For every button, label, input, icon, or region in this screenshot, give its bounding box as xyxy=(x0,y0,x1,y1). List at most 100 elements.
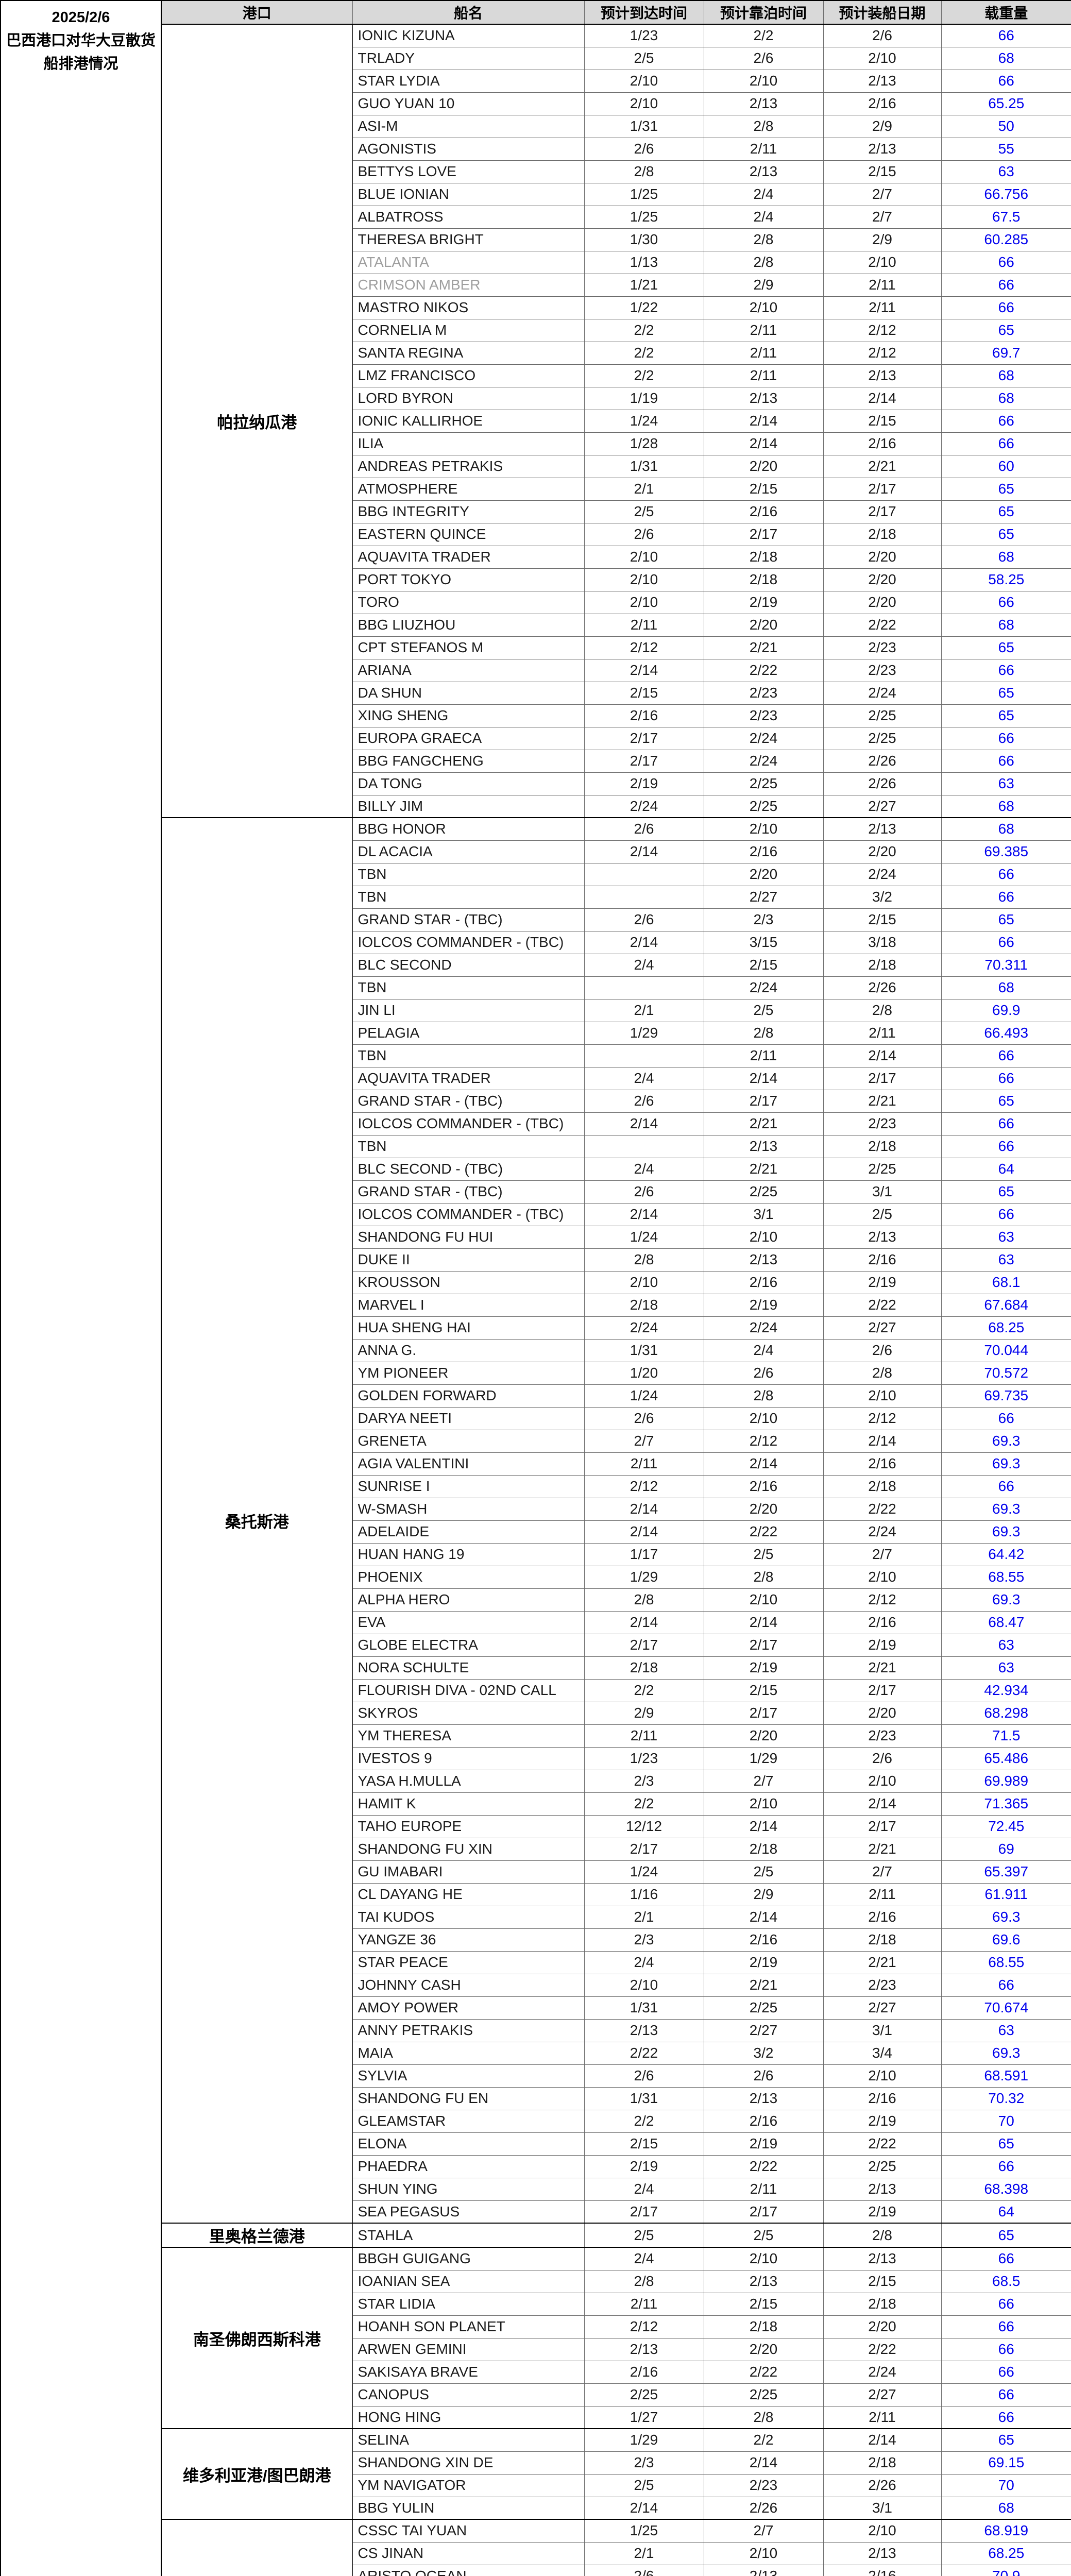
ship-name-cell: BBG LIUZHOU xyxy=(352,613,585,637)
eta-cell: 1/27 xyxy=(584,2405,704,2429)
load-date-cell: 2/25 xyxy=(823,2155,942,2178)
ship-name-cell: JIN LI xyxy=(352,998,585,1022)
load-date-cell: 2/13 xyxy=(823,2177,942,2201)
deadweight-cell: 63 xyxy=(941,1248,1071,1272)
load-date-cell: 2/10 xyxy=(823,1769,942,1793)
ship-row: DUKE II 2/8 2/13 2/16 63 xyxy=(1,1248,1071,1272)
column-header-load-date: 预计装船日期 xyxy=(823,0,942,25)
ship-name-cell: TBN xyxy=(352,1134,585,1158)
berth-time-cell: 2/11 xyxy=(703,318,824,342)
berth-time-cell: 2/13 xyxy=(703,2087,824,2110)
ship-name-cell: TAI KUDOS xyxy=(352,1905,585,1929)
ship-name-cell: ANNY PETRAKIS xyxy=(352,2019,585,2042)
load-date-cell: 2/16 xyxy=(823,1452,942,1476)
berth-time-cell: 2/23 xyxy=(703,681,824,705)
eta-cell: 1/23 xyxy=(584,24,704,47)
eta-cell: 2/1 xyxy=(584,477,704,501)
ship-row: AGIA VALENTINI 2/11 2/14 2/16 69.3 xyxy=(1,1452,1071,1476)
deadweight-cell: 65 xyxy=(941,2223,1071,2248)
load-date-cell: 2/11 xyxy=(823,296,942,319)
eta-cell: 2/10 xyxy=(584,568,704,591)
ship-name-cell: BBG HONOR xyxy=(352,817,585,841)
eta-cell: 1/24 xyxy=(584,1225,704,1249)
load-date-cell: 2/9 xyxy=(823,114,942,138)
ship-row: STAR PEACE 2/4 2/19 2/21 68.55 xyxy=(1,1951,1071,1974)
ship-name-cell: DA SHUN xyxy=(352,681,585,705)
load-date-cell: 2/5 xyxy=(823,1202,942,1226)
ship-row: KROUSSON 2/10 2/16 2/19 68.1 xyxy=(1,1270,1071,1294)
eta-cell xyxy=(584,862,704,886)
berth-time-cell: 2/14 xyxy=(703,2451,824,2475)
berth-time-cell: 2/13 xyxy=(703,1248,824,1272)
ship-name-cell: JOHNNY CASH xyxy=(352,1973,585,1997)
berth-time-cell: 2/23 xyxy=(703,704,824,727)
eta-cell: 2/8 xyxy=(584,2269,704,2293)
port-cell: 伊塔基港 xyxy=(161,2519,353,2576)
berth-time-cell: 2/22 xyxy=(703,658,824,682)
deadweight-cell: 68.5 xyxy=(941,2269,1071,2293)
ship-name-cell: HONG HING xyxy=(352,2405,585,2429)
deadweight-cell: 69.9 xyxy=(941,998,1071,1022)
ship-name-cell: IOLCOS COMMANDER - (TBC) xyxy=(352,1202,585,1226)
ship-row: HAMIT K 2/2 2/10 2/14 71.365 xyxy=(1,1792,1071,1816)
berth-time-cell: 2/14 xyxy=(703,409,824,433)
load-date-cell: 2/16 xyxy=(823,1248,942,1272)
deadweight-cell: 64.42 xyxy=(941,1543,1071,1566)
ship-row: GRENETA 2/7 2/12 2/14 69.3 xyxy=(1,1429,1071,1453)
ship-name-cell: GRENETA xyxy=(352,1429,585,1453)
berth-time-cell: 2/3 xyxy=(703,908,824,931)
ship-name-cell: AGONISTIS xyxy=(352,137,585,161)
deadweight-cell: 66 xyxy=(941,2315,1071,2338)
column-header-port: 港口 xyxy=(161,0,353,25)
ship-name-cell: SKYROS xyxy=(352,1701,585,1725)
eta-cell: 2/5 xyxy=(584,46,704,70)
eta-cell: 1/13 xyxy=(584,250,704,274)
berth-time-cell: 2/18 xyxy=(703,545,824,569)
ship-name-cell: AQUAVITA TRADER xyxy=(352,545,585,569)
deadweight-cell: 68 xyxy=(941,46,1071,70)
deadweight-cell: 70.044 xyxy=(941,1338,1071,1362)
berth-time-cell: 2/15 xyxy=(703,477,824,501)
ship-name-cell: MARVEL I xyxy=(352,1293,585,1317)
load-date-cell: 2/20 xyxy=(823,590,942,614)
deadweight-cell: 70.32 xyxy=(941,2087,1071,2110)
deadweight-cell: 69.3 xyxy=(941,1429,1071,1453)
ship-row: TBN 2/27 3/2 66 xyxy=(1,885,1071,909)
load-date-cell: 2/18 xyxy=(823,1134,942,1158)
deadweight-cell: 50 xyxy=(941,114,1071,138)
load-date-cell: 2/18 xyxy=(823,953,942,977)
load-date-cell: 2/12 xyxy=(823,1406,942,1430)
ship-row: SHANDONG FU XIN 2/17 2/18 2/21 69 xyxy=(1,1837,1071,1861)
eta-cell: 1/24 xyxy=(584,409,704,433)
eta-cell: 1/29 xyxy=(584,2428,704,2452)
load-date-cell: 2/16 xyxy=(823,2087,942,2110)
ship-row: GLEAMSTAR 2/2 2/16 2/19 70 xyxy=(1,2109,1071,2133)
eta-cell: 2/6 xyxy=(584,1406,704,1430)
deadweight-cell: 66 xyxy=(941,24,1071,47)
load-date-cell: 2/23 xyxy=(823,658,942,682)
load-date-cell: 2/17 xyxy=(823,500,942,523)
berth-time-cell: 2/10 xyxy=(703,1225,824,1249)
ship-row: 南圣佛朗西斯科港 BBGH GUIGANG 2/4 2/10 2/13 66 xyxy=(1,2247,1071,2429)
load-date-cell: 2/25 xyxy=(823,1157,942,1181)
berth-time-cell: 2/8 xyxy=(703,1021,824,1045)
deadweight-cell: 71.5 xyxy=(941,1724,1071,1748)
eta-cell: 2/16 xyxy=(584,704,704,727)
berth-time-cell: 2/11 xyxy=(703,1044,824,1067)
eta-cell: 2/13 xyxy=(584,2019,704,2042)
ship-row: 里奥格兰德港 STAHLA 2/5 2/5 2/8 65 xyxy=(1,2223,1071,2248)
load-date-cell: 2/15 xyxy=(823,160,942,183)
ship-name-cell: IOANIAN SEA xyxy=(352,2269,585,2293)
deadweight-cell: 58.25 xyxy=(941,568,1071,591)
eta-cell: 2/11 xyxy=(584,1724,704,1748)
eta-cell: 2/6 xyxy=(584,2064,704,2088)
deadweight-cell: 66 xyxy=(941,1112,1071,1136)
berth-time-cell: 2/20 xyxy=(703,862,824,886)
deadweight-cell: 65 xyxy=(941,1180,1071,1204)
ship-row: ARWEN GEMINI 2/13 2/20 2/22 66 xyxy=(1,2337,1071,2361)
ship-name-cell: CANOPUS xyxy=(352,2383,585,2406)
ship-row: ARISTO OCEAN 2/6 2/13 2/16 70.9 xyxy=(1,2564,1071,2576)
load-date-cell: 2/24 xyxy=(823,681,942,705)
berth-time-cell: 2/19 xyxy=(703,1293,824,1317)
deadweight-cell: 65 xyxy=(941,318,1071,342)
